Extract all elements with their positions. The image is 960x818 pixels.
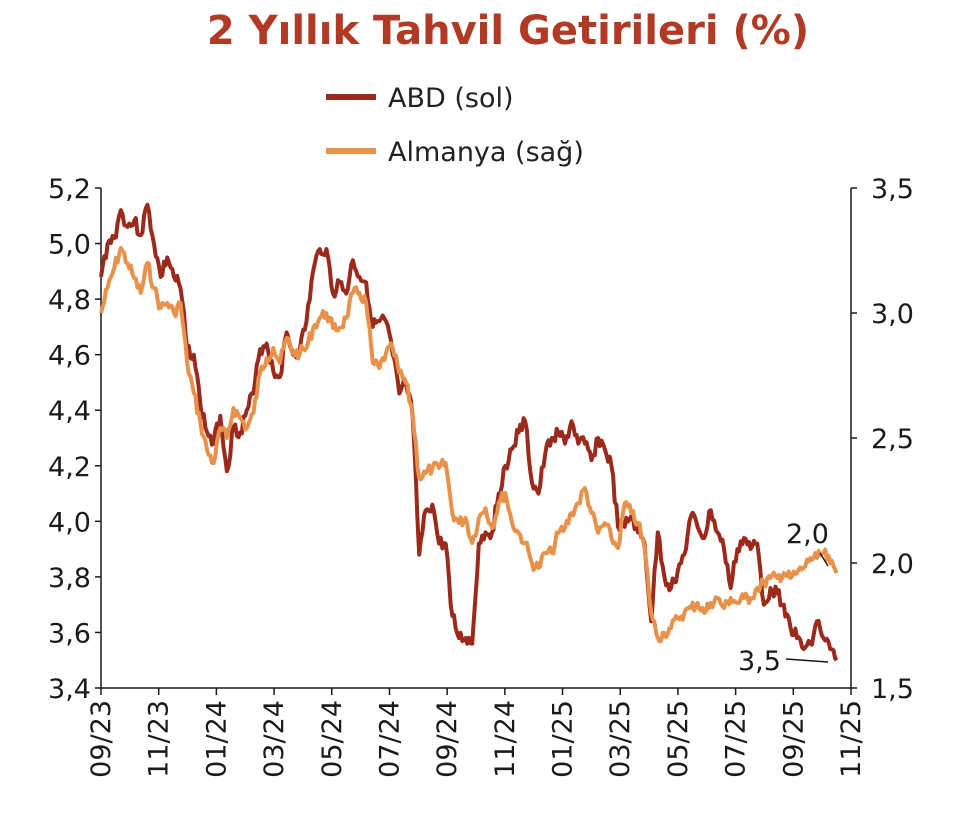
x-tick-label-13: 11/25 [836,700,867,778]
left-tick-label-7: 4,8 [48,285,91,316]
x-tick-label-11: 07/25 [721,700,752,778]
annotation-abd-last: 3,5 [738,646,781,677]
legend-label-abd: ABD (sol) [388,83,514,114]
chart-title: 2 Yıllık Tahvil Getirileri (%) [207,8,809,54]
legend: ABD (sol) Almanya (sağ) [326,83,584,168]
left-tick-label-9: 5,2 [48,174,91,205]
x-tick-label-2: 01/24 [201,700,232,778]
x-tick-label-6: 09/24 [432,700,463,778]
series-line-almanya [99,246,839,644]
x-tick-label-12: 09/25 [778,700,809,778]
x-tick-label-10: 05/25 [663,700,694,778]
right-tick-label-4: 3,5 [871,174,914,205]
series-line-abd [99,202,839,662]
annotations: 2,0 3,5 [738,519,829,677]
left-tick-label-3: 4,0 [48,507,91,538]
left-tick-label-0: 3,4 [48,674,91,705]
right-tick-label-3: 3,0 [871,299,914,330]
annotation-almanya-leader [819,552,829,567]
series-layer [99,202,839,662]
x-tick-label-4: 05/24 [317,700,348,778]
left-y-ticks: 3,4 3,6 3,8 4,0 4,2 4,4 4,6 4,8 5,0 5,2 [48,174,101,705]
x-tick-label-0: 09/23 [86,700,117,778]
x-tick-label-5: 07/24 [374,700,405,778]
x-tick-label-8: 01/25 [548,700,579,778]
annotation-abd-leader [785,658,829,663]
left-tick-label-1: 3,6 [48,618,91,649]
right-tick-label-0: 1,5 [871,674,914,705]
annotation-almanya-last: 2,0 [786,519,829,550]
left-tick-label-5: 4,4 [48,396,91,427]
right-tick-label-1: 2,0 [871,549,914,580]
legend-label-almanya: Almanya (sağ) [388,137,584,168]
left-tick-label-8: 5,0 [48,230,91,261]
x-tick-label-1: 11/23 [144,700,175,778]
x-tick-label-9: 03/25 [605,700,636,778]
right-y-ticks: 1,5 2,0 2,5 3,0 3,5 [851,174,914,705]
left-tick-label-2: 3,8 [48,563,91,594]
x-tick-label-3: 03/24 [259,700,290,778]
left-tick-label-6: 4,6 [48,341,91,372]
x-tick-label-7: 11/24 [490,700,521,778]
x-ticks: 09/23 11/23 01/24 03/24 05/24 07/24 09/24 11/24… [86,688,867,778]
left-tick-label-4: 4,2 [48,452,91,483]
right-tick-label-2: 2,5 [871,424,914,455]
